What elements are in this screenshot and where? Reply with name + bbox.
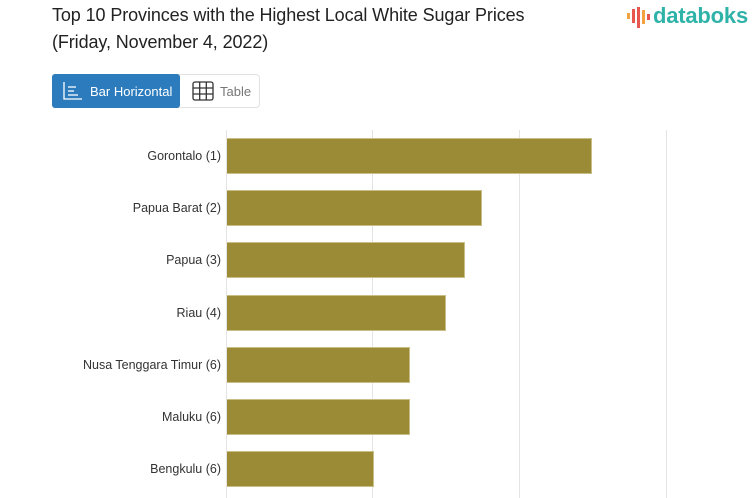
databoks-bars-icon xyxy=(627,7,650,28)
logo-text: databoks xyxy=(653,3,748,28)
table-button[interactable]: Table xyxy=(180,75,251,107)
table-grid-icon xyxy=(192,81,214,101)
bar-horizontal-icon xyxy=(63,82,82,100)
bar[interactable] xyxy=(227,346,410,383)
bar[interactable] xyxy=(227,294,446,331)
bar-chart: Gorontalo (1) Papua Barat (2) Papua (3) Ria… xyxy=(0,128,753,498)
bar[interactable] xyxy=(227,190,482,227)
category-label: Gorontalo (1) xyxy=(147,149,221,163)
bar[interactable] xyxy=(227,451,374,488)
category-label: Riau (4) xyxy=(176,305,221,320)
bar[interactable] xyxy=(227,138,592,174)
bar-horizontal-button[interactable]: Bar Horizontal xyxy=(52,74,180,108)
category-label: Maluku (6) xyxy=(161,410,221,424)
bar-horizontal-label: Bar Horizontal xyxy=(90,83,173,99)
gridline xyxy=(666,130,667,498)
category-label: Papua Barat (2) xyxy=(132,201,221,216)
chart-title: Top 10 Provinces with the Highest Local … xyxy=(52,2,612,56)
chart-title-line1: Top 10 Provinces with the Highest Local … xyxy=(52,5,525,25)
category-label: Bengkulu (6) xyxy=(150,462,221,477)
databoks-logo[interactable]: databoks xyxy=(626,3,748,29)
chart-title-line2: (Friday, November 4, 2022) xyxy=(52,32,269,52)
category-label: Papua (3) xyxy=(166,253,221,268)
bar[interactable] xyxy=(227,399,410,435)
table-label: Table xyxy=(220,83,252,99)
gridline xyxy=(519,130,520,498)
y-axis-line xyxy=(226,130,227,498)
bar[interactable] xyxy=(227,242,465,279)
view-toggle: Bar Horizontal Table xyxy=(52,74,260,108)
category-label: Nusa Tenggara Timur (6) xyxy=(82,357,221,372)
